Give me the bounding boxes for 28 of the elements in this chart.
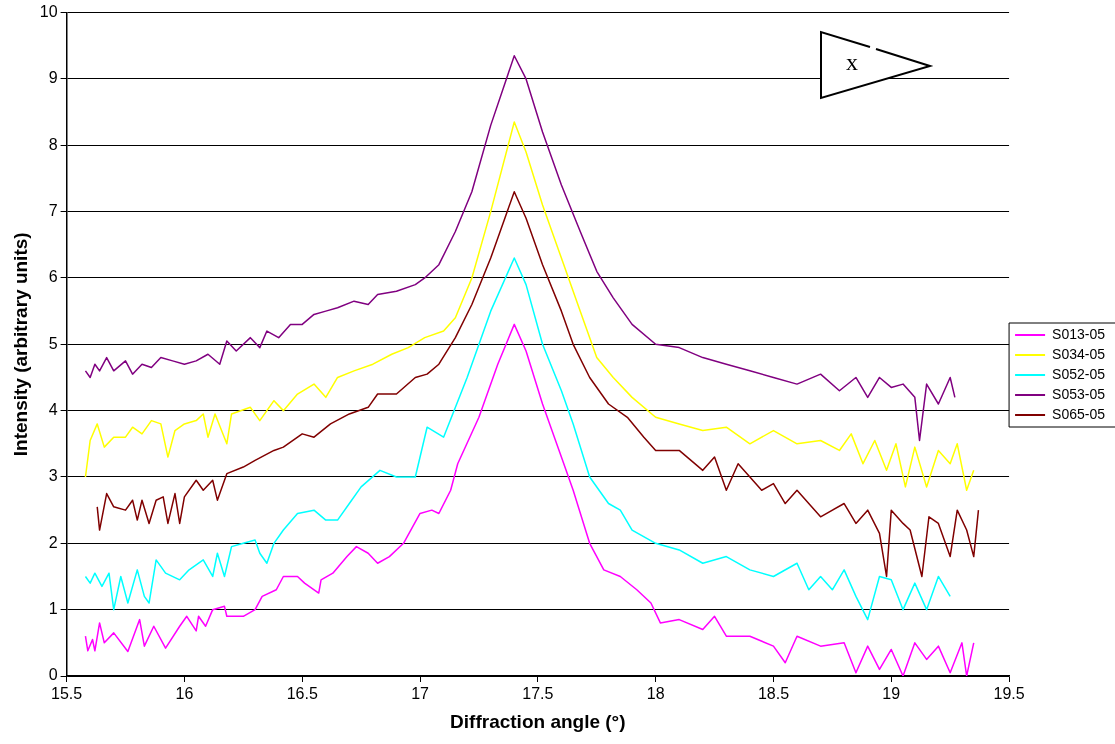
y-tick-label: 9 [48, 69, 58, 87]
legend-label: S065-05 [1052, 405, 1106, 422]
y-tick-label: 6 [48, 268, 58, 286]
y-tick-label: 2 [48, 533, 58, 551]
x-tick-label: 15.5 [51, 685, 83, 703]
y-tick-label: 4 [48, 401, 58, 419]
x-tick-label: 18 [646, 685, 665, 703]
legend-label: S013-05 [1052, 325, 1106, 342]
x-tick-label: 16.5 [286, 685, 318, 703]
legend-label: S053-05 [1052, 385, 1106, 402]
legend-label: S034-05 [1052, 345, 1106, 362]
y-tick-label: 8 [48, 135, 58, 153]
legend-label: S052-05 [1052, 365, 1106, 382]
y-tick-label: 10 [39, 3, 58, 21]
x-axis-title: Diffraction angle (°) [450, 710, 626, 732]
y-tick-label: 1 [48, 600, 58, 618]
y-tick-label: 0 [48, 666, 58, 684]
y-axis-title: Intensity (arbitrary units) [9, 232, 31, 457]
x-tick-label: 16 [175, 685, 194, 703]
annotation: x [846, 49, 858, 75]
x-tick-label: 17.5 [522, 685, 554, 703]
y-tick-label: 5 [48, 334, 58, 352]
x-tick-label: 17 [411, 685, 430, 703]
x-tick-label: 18.5 [757, 685, 790, 703]
y-tick-label: 7 [48, 202, 58, 220]
x-tick-label: 19 [882, 685, 901, 703]
x-tick-label: 19.5 [993, 685, 1025, 703]
y-tick-label: 3 [48, 467, 58, 485]
